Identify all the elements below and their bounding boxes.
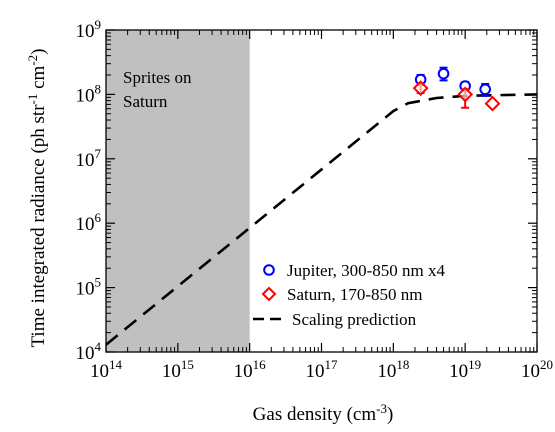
y-axis-label-text-2: cm bbox=[28, 65, 49, 93]
x-tick-label-base: 10 bbox=[162, 361, 181, 382]
x-tick-label-exponent: 16 bbox=[253, 357, 267, 372]
x-tick-label-base: 10 bbox=[521, 361, 540, 382]
x-tick-label-base: 10 bbox=[234, 361, 253, 382]
shaded-region-label-line-1: Sprites on bbox=[123, 68, 192, 87]
legend-prediction-label: Scaling prediction bbox=[292, 310, 417, 329]
y-tick-label: 109 bbox=[76, 17, 102, 42]
x-tick-label-exponent: 19 bbox=[468, 357, 481, 372]
jupiter-data-point bbox=[479, 83, 491, 96]
y-tick-label-exponent: 7 bbox=[95, 146, 102, 161]
x-tick-label-exponent: 18 bbox=[396, 357, 409, 372]
legend-saturn-marker bbox=[261, 286, 277, 302]
x-tick-label-exponent: 15 bbox=[181, 357, 194, 372]
plot-frame bbox=[105, 29, 538, 353]
x-tick-labels: 1014 1015 1016 1017 1018 1019 1020 bbox=[90, 357, 553, 382]
legend-jupiter-marker bbox=[263, 264, 275, 276]
y-tick-label: 108 bbox=[76, 81, 102, 106]
y-tick-label-exponent: 4 bbox=[95, 339, 102, 354]
saturn-data-point bbox=[484, 95, 501, 112]
x-tick-label-base: 10 bbox=[90, 361, 109, 382]
x-tick-label-exponent: 14 bbox=[109, 357, 123, 372]
y-tick-label-base: 10 bbox=[76, 21, 95, 42]
x-tick-label: 1016 bbox=[234, 357, 267, 382]
x-tick-label: 1015 bbox=[162, 357, 194, 382]
shaded-region-label-line-2: Saturn bbox=[123, 92, 168, 111]
axis-ticks bbox=[105, 29, 538, 353]
x-tick-label: 1019 bbox=[449, 357, 481, 382]
sprites-shaded-region bbox=[106, 30, 250, 352]
y-tick-label-base: 10 bbox=[76, 279, 95, 300]
x-tick-label: 1014 bbox=[90, 357, 123, 382]
x-tick-label: 1020 bbox=[521, 357, 553, 382]
y-axis-label-text-1: Time integrated radiance (ph str bbox=[28, 104, 49, 348]
x-axis-label-exponent: -3 bbox=[376, 401, 387, 416]
y-tick-label: 104 bbox=[76, 339, 102, 364]
y-axis-label-exponent-1: -1 bbox=[25, 94, 40, 105]
x-tick-label-exponent: 17 bbox=[325, 357, 339, 372]
x-tick-label-base: 10 bbox=[306, 361, 325, 382]
saturn-data-point bbox=[457, 86, 474, 103]
x-tick-label-exponent: 20 bbox=[540, 357, 553, 372]
y-tick-label-exponent: 9 bbox=[95, 17, 102, 32]
x-axis-label: Gas density (cm-3) bbox=[253, 401, 394, 425]
y-tick-label: 107 bbox=[76, 146, 102, 171]
y-tick-label-exponent: 5 bbox=[95, 275, 102, 290]
x-tick-label-base: 10 bbox=[449, 361, 468, 382]
x-tick-label-base: 10 bbox=[377, 361, 396, 382]
legend-jupiter-label: Jupiter, 300-850 nm x4 bbox=[287, 261, 445, 280]
y-tick-label: 106 bbox=[76, 210, 102, 235]
data-points bbox=[412, 66, 501, 112]
y-tick-label-exponent: 8 bbox=[95, 81, 102, 96]
y-tick-label: 105 bbox=[76, 275, 102, 300]
x-tick-label: 1017 bbox=[306, 357, 339, 382]
x-axis-label-text: Gas density (cm bbox=[253, 404, 377, 425]
x-axis-label-close: ) bbox=[387, 404, 393, 425]
y-tick-label-base: 10 bbox=[76, 343, 95, 364]
y-tick-label-base: 10 bbox=[76, 214, 95, 235]
x-tick-label: 1018 bbox=[377, 357, 409, 382]
legend: Jupiter, 300-850 nm x4 Saturn, 170-850 n… bbox=[253, 261, 445, 329]
y-axis-label: Time integrated radiance (ph str-1 cm-2) bbox=[25, 48, 49, 347]
saturn-data-point bbox=[412, 80, 429, 97]
y-axis-label-close: ) bbox=[28, 48, 49, 54]
y-axis-label-exponent-2: -2 bbox=[25, 55, 40, 66]
y-tick-label-base: 10 bbox=[76, 150, 95, 171]
y-tick-label-base: 10 bbox=[76, 85, 95, 106]
y-tick-label-exponent: 6 bbox=[95, 210, 102, 225]
scaling-prediction-line bbox=[105, 93, 538, 346]
jupiter-data-point bbox=[437, 67, 450, 80]
legend-saturn-label: Saturn, 170-850 nm bbox=[287, 285, 423, 304]
